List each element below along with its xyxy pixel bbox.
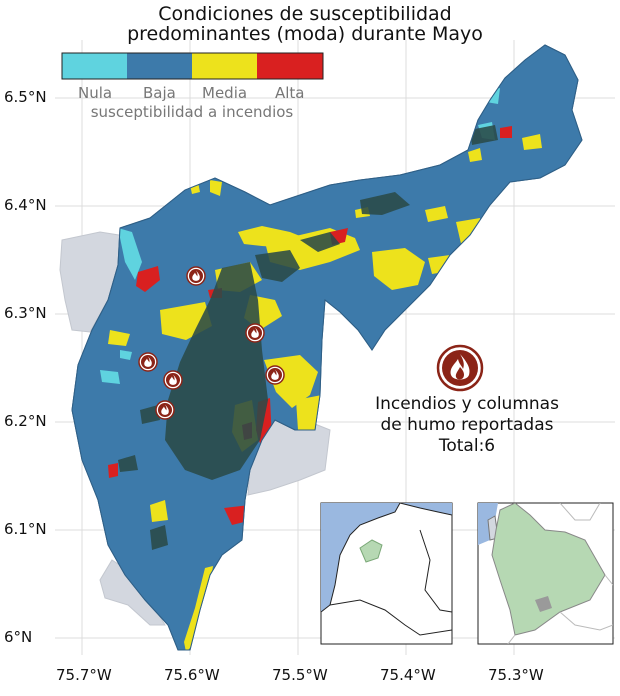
inset-map-department xyxy=(477,502,614,645)
inset-region-highlight xyxy=(359,539,383,563)
patch-canopy-5 xyxy=(150,525,168,550)
legend-caption: susceptibilidad a incendios xyxy=(90,103,294,121)
x-tick-label: 75.7°W xyxy=(56,666,112,684)
fire-report-note: Incendios y columnas de humo reportadas … xyxy=(348,394,586,457)
patch-alta-1 xyxy=(136,266,160,292)
y-tick-label: 6.3°N xyxy=(4,304,47,322)
outside-region xyxy=(59,231,331,626)
title-line-2: predominantes (moda) durante Mayo xyxy=(127,23,483,45)
y-tick-label: 6.1°N xyxy=(4,520,47,538)
patch-canopy-6 xyxy=(118,455,138,472)
legend-label-media: Media xyxy=(202,84,248,102)
inset2-study-area xyxy=(535,596,552,612)
patch-canopy-8 xyxy=(140,405,160,424)
inset2-border-1 xyxy=(559,503,601,521)
legend-colorbar xyxy=(61,52,324,80)
patch-canopy-7 xyxy=(470,125,498,145)
fire-marker-icon xyxy=(163,370,183,390)
fire-note-total: Total:6 xyxy=(438,436,496,456)
x-tick-label: 75.6°W xyxy=(164,666,220,684)
y-tick-label: 6.4°N xyxy=(4,196,47,214)
legend-label-nula: Nula xyxy=(78,84,113,102)
patch-media-13 xyxy=(428,255,455,274)
fire-icon xyxy=(436,344,484,392)
map-title: Condiciones de susceptibilidad predomina… xyxy=(100,4,510,44)
x-tick-label: 75.3°W xyxy=(488,666,544,684)
fire-markers xyxy=(138,266,285,420)
patch-media-8 xyxy=(108,330,130,346)
inset-border-east xyxy=(419,529,452,613)
patch-alta-6 xyxy=(500,126,512,138)
fire-marker-icon xyxy=(265,365,285,385)
patch-media-12 xyxy=(372,248,425,290)
legend-swatch-nula xyxy=(62,53,127,79)
patch-media-17 xyxy=(468,148,482,162)
patch-media-20 xyxy=(340,335,362,352)
legend-swatch-media xyxy=(192,53,257,79)
patch-media-2 xyxy=(210,180,222,196)
patch-canopy-1 xyxy=(165,262,268,480)
patch-nula-5 xyxy=(120,350,132,360)
y-tick-label: 6°N xyxy=(4,628,33,646)
inset2-border-4 xyxy=(507,634,516,644)
patches-dense-canopy xyxy=(118,125,498,550)
patch-media-10 xyxy=(296,395,325,430)
patch-canopy-4 xyxy=(360,192,410,215)
region-outline xyxy=(71,44,583,651)
patch-media-18 xyxy=(150,500,168,522)
fire-marker-icon xyxy=(186,266,206,286)
inset-sea-pacific xyxy=(321,503,400,612)
patch-media-21 xyxy=(522,134,542,150)
patch-nula-2 xyxy=(484,88,500,104)
patch-alta-8 xyxy=(108,463,118,478)
fire-note-line-2: de humo reportadas xyxy=(380,415,554,435)
inset2-border-3 xyxy=(559,611,613,631)
x-tick-label: 75.5°W xyxy=(272,666,328,684)
patch-nula-4 xyxy=(100,370,120,384)
inset-border-south xyxy=(329,599,452,636)
patch-nula-1 xyxy=(118,228,142,280)
legend-label-baja: Baja xyxy=(143,84,176,102)
susceptibility-patches xyxy=(100,88,542,650)
legend-frame xyxy=(61,52,324,80)
legend-swatch-alta xyxy=(257,53,323,79)
patch-media-15 xyxy=(425,206,448,222)
fire-marker-icon xyxy=(155,400,175,420)
patch-canopy-2 xyxy=(255,250,300,282)
inset2-department xyxy=(491,503,606,636)
y-tick-label: 6.2°N xyxy=(4,412,47,430)
patch-media-19 xyxy=(184,566,213,650)
fire-marker-icon xyxy=(245,323,265,343)
fire-marker-icon xyxy=(138,352,158,372)
patch-canopy-3 xyxy=(300,232,340,252)
inset2-border-2 xyxy=(604,574,613,586)
title-line-1: Condiciones de susceptibilidad xyxy=(158,3,452,25)
y-tick-label: 6.5°N xyxy=(4,88,47,106)
legend-swatch-baja xyxy=(127,53,192,79)
fire-note-line-1: Incendios y columnas xyxy=(375,394,559,414)
inset-map-colombia xyxy=(320,502,453,645)
inset-land xyxy=(321,503,452,644)
legend-label-alta: Alta xyxy=(275,84,305,102)
x-tick-label: 75.4°W xyxy=(380,666,436,684)
